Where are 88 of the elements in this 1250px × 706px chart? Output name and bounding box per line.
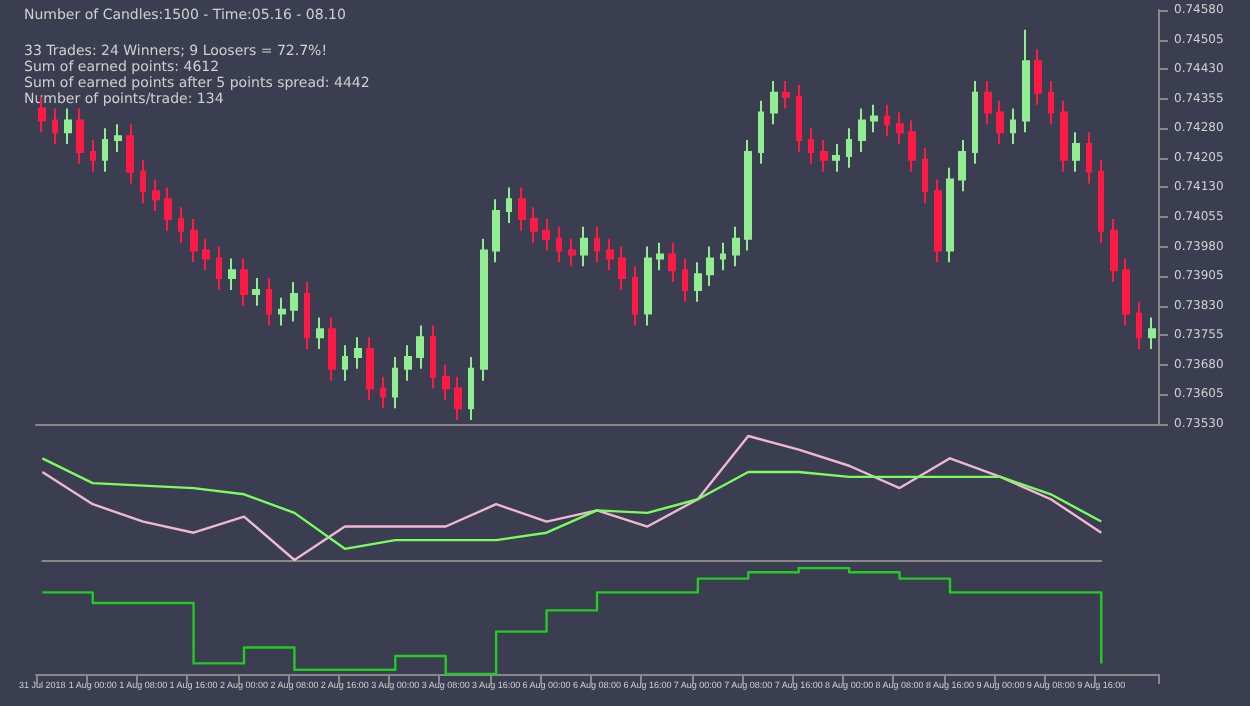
candlestick (1034, 48, 1042, 106)
candlestick (946, 166, 954, 264)
candlestick (694, 261, 702, 303)
candlestick (164, 186, 172, 232)
candlestick (870, 103, 878, 134)
candlestick (1010, 107, 1016, 146)
candlestick (240, 257, 248, 307)
candlestick (594, 225, 600, 264)
candlestick (720, 241, 726, 272)
candlestick (542, 217, 550, 252)
candlestick (530, 206, 538, 244)
candlestick (682, 257, 688, 303)
candlestick (984, 79, 992, 126)
candlestick (228, 257, 236, 291)
candlestick (430, 324, 436, 390)
candlestick (76, 107, 84, 165)
candlestick (90, 139, 96, 173)
candlestick (1060, 99, 1068, 173)
candlestick (342, 344, 348, 382)
candlestick (1122, 257, 1130, 327)
candlestick (266, 277, 272, 327)
candlestick (518, 186, 526, 232)
candlestick (492, 198, 500, 264)
candlestick (782, 79, 790, 110)
candlestick (922, 147, 928, 205)
candlestick (328, 316, 336, 382)
candlestick (392, 355, 398, 410)
candlestick (278, 296, 286, 327)
candlestick (820, 139, 828, 173)
candlestick (668, 241, 676, 284)
candlestick (972, 79, 978, 165)
candlestick (606, 237, 614, 272)
candlestick (1136, 300, 1142, 351)
candlestick (884, 103, 890, 138)
candlestick (290, 281, 298, 323)
candlestick (832, 143, 840, 173)
candlestick (796, 83, 802, 153)
candlestick (1148, 316, 1156, 351)
candlestick (468, 355, 474, 422)
candlestick (858, 107, 866, 153)
candlestick (178, 206, 184, 244)
candlestick (1110, 217, 1118, 284)
candlestick (442, 363, 450, 402)
candlestick (996, 99, 1004, 146)
candlestick (152, 178, 160, 213)
candlestick (140, 158, 146, 205)
candlestick (632, 265, 638, 327)
candlestick (366, 336, 374, 402)
candlestick (114, 123, 122, 153)
candlestick (644, 245, 652, 327)
candlestick (1022, 28, 1030, 134)
candlestick (706, 245, 714, 287)
candlestick (380, 375, 386, 410)
candlestick (252, 277, 260, 307)
candlestick (480, 237, 488, 382)
candlestick (618, 245, 626, 291)
candlestick (934, 178, 942, 264)
candlestick (202, 237, 210, 272)
candlestick (506, 186, 512, 224)
candlestick (958, 139, 966, 193)
candlestick (896, 111, 904, 146)
candlestick (304, 281, 310, 351)
candlestick (732, 225, 740, 268)
candlestick (454, 375, 462, 422)
candlestick (744, 139, 752, 252)
candlestick (1072, 131, 1080, 173)
candlestick (190, 217, 198, 264)
candlestick (1086, 131, 1092, 185)
candlestick (354, 336, 362, 370)
candlestick (416, 324, 424, 370)
candlestick (580, 225, 588, 268)
candlestick (1098, 158, 1104, 244)
candlestick (64, 107, 72, 146)
candlestick (102, 127, 108, 173)
candlestick (808, 127, 814, 165)
candlestick (216, 245, 222, 291)
candlestick (568, 237, 576, 268)
candlestick (770, 79, 778, 126)
candlestick (656, 241, 664, 272)
candlestick (126, 123, 134, 185)
candlestick (316, 316, 324, 351)
candlestick (908, 119, 916, 173)
candlestick (846, 127, 852, 169)
candlestick (758, 99, 764, 165)
candlestick (52, 107, 58, 146)
candlestick (1048, 79, 1054, 126)
candlestick (556, 225, 562, 264)
candlestick (404, 344, 412, 382)
